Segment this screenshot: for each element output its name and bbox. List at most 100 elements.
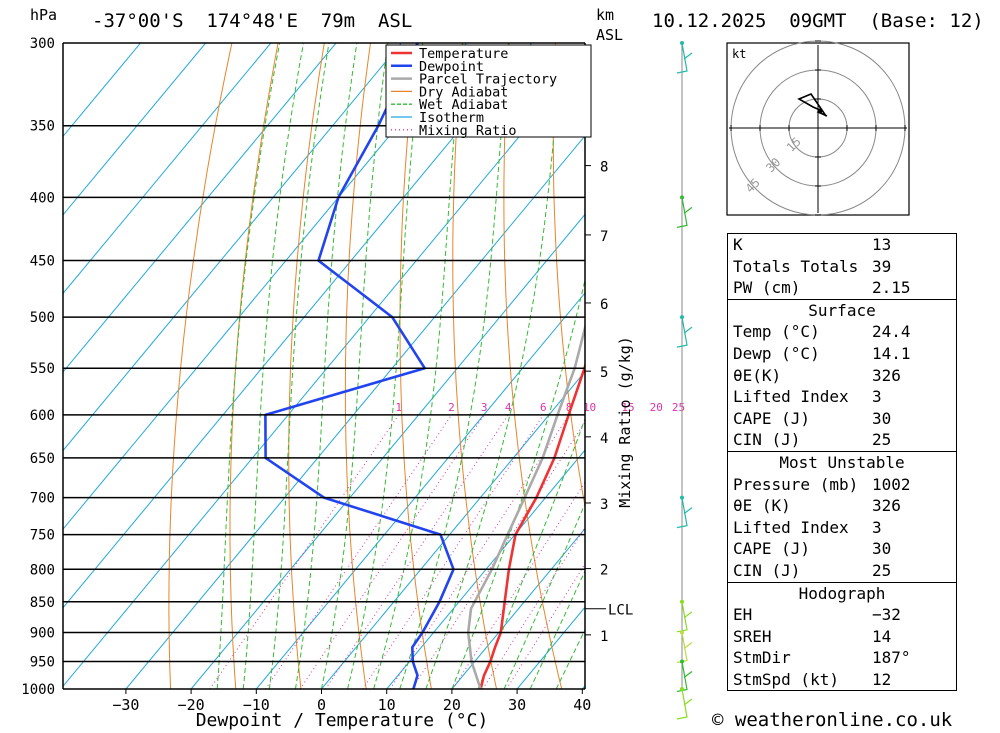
surface-index-row: Dewp (°C) 14.1: [728, 343, 956, 365]
pressure-tick-label: 350: [30, 119, 55, 135]
x-tick-label: 20: [443, 696, 461, 714]
index-value: 1002: [872, 474, 911, 494]
hodograph-index-row: StmDir 187°: [728, 647, 956, 669]
dry-adiabat-line: [601, 43, 692, 689]
pressure-tick-label: 750: [30, 528, 55, 544]
pressure-tick-label: 950: [30, 654, 55, 670]
mixing-ratio-label: 6: [540, 401, 547, 414]
index-label: Totals Totals: [733, 256, 859, 276]
x-tick-label: 30: [508, 696, 526, 714]
wet-adiabat-line: [477, 417, 585, 689]
most-unstable-index-row: Pressure (mb) 1002: [728, 474, 956, 496]
index-value: 30: [872, 408, 892, 428]
index-label: StmSpd (kt): [733, 669, 839, 689]
most-unstable-index-row: Lifted Index 3: [728, 517, 956, 539]
wet-adiabat-line: [216, 43, 281, 689]
isotherm-line: [321, 370, 585, 689]
dry-adiabat-line: [288, 43, 325, 689]
isotherm-line: [63, 43, 141, 138]
most-unstable-index-row: CAPE (J) 30: [728, 538, 956, 560]
indices-table: K 13 Totals Totals 39 PW (cm) 2.15 Surface Te…: [727, 233, 957, 692]
surface-index-row: Lifted Index 3: [728, 386, 956, 408]
pressure-tick-label: 500: [30, 310, 55, 326]
mixing-ratio-label: 15: [621, 401, 634, 414]
hodograph-index-row: StmSpd (kt) 12: [728, 669, 956, 691]
index-value: 3: [872, 387, 882, 407]
wind-barb: [676, 601, 688, 633]
legend-label: Isotherm: [419, 110, 484, 126]
index-value: 30: [872, 539, 892, 559]
surface-index-row: CAPE (J) 30: [728, 408, 956, 430]
wind-barb-flag: [683, 698, 693, 706]
x-tick-label: −30: [112, 696, 139, 714]
index-value: 326: [872, 496, 901, 516]
location-header: -37°00'S 174°48'E 79m ASL: [92, 10, 413, 32]
wind-barb-flag: [683, 670, 693, 678]
isotherm-line: [63, 43, 207, 216]
surface-section: Surface Temp (°C) 24.4 Dewp (°C) 14.1 θE(K) 3…: [728, 298, 956, 451]
pressure-tick-label: 1000: [21, 682, 55, 698]
legend-label: Wet Adiabat: [419, 97, 508, 113]
legend-label: Mixing Ratio: [419, 123, 517, 139]
isotherm-line: [125, 135, 585, 689]
pressure-tick-label: 900: [30, 625, 55, 641]
dry-adiabat-line: [168, 43, 233, 689]
km-tick-label: 8: [600, 160, 608, 176]
mixing-ratio-line: [506, 562, 585, 689]
mixing-ratio-label: 2: [448, 401, 455, 414]
index-label: CIN (J): [733, 560, 801, 580]
index-value: 25: [872, 560, 892, 580]
km-tick-label: 7: [600, 229, 608, 245]
credit-link[interactable]: © weatheronline.co.uk: [712, 709, 953, 731]
index-value: 14.1: [872, 343, 911, 363]
index-label: Lifted Index: [733, 517, 849, 537]
hodograph-index-row: EH −32: [728, 604, 956, 626]
mixing-ratio-line: [452, 481, 585, 689]
x-tick-label: −20: [178, 696, 205, 714]
index-label: θE(K): [733, 365, 782, 385]
hodograph-section: Hodograph EH −32 SREH 14 StmDir 187° StmSpd (k…: [728, 581, 956, 691]
pressure-tick-label: 550: [30, 361, 55, 377]
km-tick-label: 6: [600, 297, 608, 313]
km-tick-label: 3: [600, 497, 608, 513]
pressure-tick-label: 650: [30, 451, 55, 467]
wet-adiabat-line: [373, 43, 463, 689]
hodograph-title: Hodograph: [798, 583, 886, 603]
legend-label: Temperature: [419, 46, 508, 62]
pressure-tick-label: 700: [30, 491, 55, 507]
index-value: 39: [872, 256, 892, 276]
mixing-ratio-line: [325, 414, 509, 689]
wind-barb: [676, 497, 688, 529]
isotherm-line: [63, 43, 533, 609]
index-label: Temp (°C): [733, 322, 820, 342]
isotherm-line: [63, 43, 337, 373]
index-label: CIN (J): [733, 430, 801, 450]
wet-adiabat-line: [425, 43, 563, 689]
mixing-ratio-line: [362, 414, 544, 689]
wet-adiabat-line: [294, 43, 358, 689]
mixing-ratio-line: [411, 421, 585, 689]
isotherm-line: [63, 43, 402, 452]
wet-adiabat-line: [268, 43, 330, 689]
most-unstable-title: Most Unstable: [779, 452, 905, 472]
wind-barb-flag: [683, 641, 693, 649]
index-value: 2.15: [872, 278, 911, 298]
mixing-ratio-label: 1: [395, 401, 402, 414]
wet-adiabat-line: [242, 43, 304, 689]
most-unstable-index-row: θE (K) 326: [728, 495, 956, 517]
wind-barb: [676, 688, 688, 720]
wind-barb-flag: [683, 326, 693, 334]
mixing-ratio-line: [299, 414, 485, 689]
legend-label: Dry Adiabat: [419, 84, 508, 100]
mixing-ratio-line: [265, 414, 452, 689]
general-indices: K 13 Totals Totals 39 PW (cm) 2.15: [728, 234, 956, 299]
isotherm-line: [190, 213, 585, 689]
wind-barb: [676, 661, 688, 693]
dry-adiabat-line: [344, 43, 371, 689]
mixing-ratio-label: 4: [505, 401, 512, 414]
hodograph-index-row: SREH 14: [728, 626, 956, 648]
surface-index-row: Temp (°C) 24.4: [728, 321, 956, 343]
mixing-ratio-label: 8: [566, 401, 573, 414]
index-label: CAPE (J): [733, 539, 811, 559]
